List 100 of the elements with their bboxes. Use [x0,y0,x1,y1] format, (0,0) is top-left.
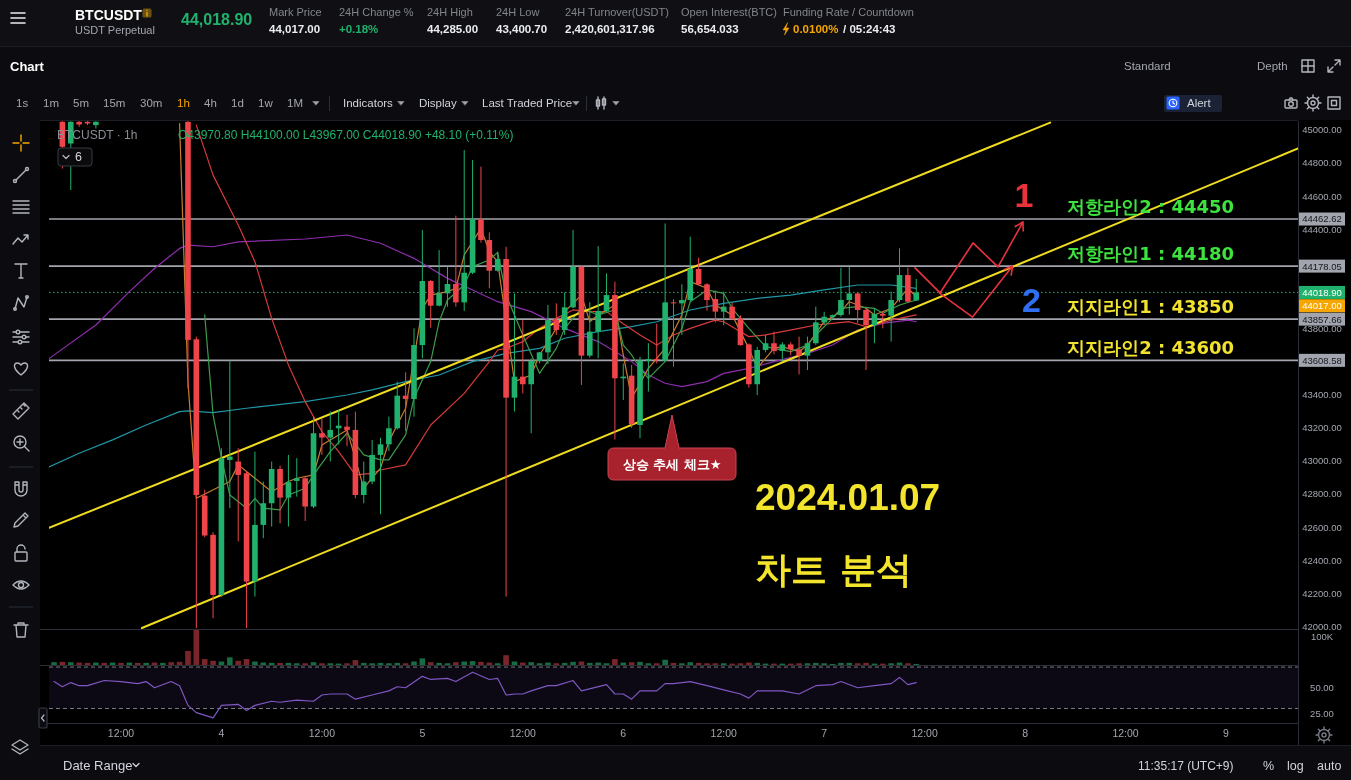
text: 0.0100% [793,23,839,35]
bar [612,659,618,665]
candlestick [854,291,861,324]
text: 1h [177,97,190,109]
bar [411,661,417,665]
bar [863,662,869,665]
candlestick [796,336,802,375]
text: USDT Perpetual [75,24,155,36]
text: 24H Low [496,6,540,18]
bar [160,662,166,665]
text: Depth [1257,60,1288,72]
text: 24H High [427,6,473,18]
bar [51,662,57,665]
y-tick-label: 25.00 [1310,707,1334,719]
bar [838,662,844,665]
candlestick [586,301,593,359]
bar [252,661,258,665]
x-tick-label: 12:00 [509,727,537,739]
text: 5m [73,97,89,109]
bar [570,661,576,665]
candlestick [293,457,300,498]
annotation: 2 [1022,281,1041,320]
bar [469,661,476,665]
text: Display [419,97,457,109]
y-tick-label: 44400.00 [1302,223,1342,235]
ref-line-label: 44462.62 [1302,213,1342,225]
y-tick-label: 42000.00 [1302,620,1342,632]
candlestick [804,336,811,371]
bar [243,659,250,665]
candlestick [478,166,484,244]
candlestick [771,331,777,355]
y-tick-label: 44600.00 [1302,190,1342,202]
text: Alert [1187,97,1212,109]
candlestick [712,290,719,323]
text: % [1263,759,1275,773]
text: BTCUSDT [75,7,143,23]
x-tick-label: 12:00 [308,727,336,739]
bar [503,655,509,665]
bar [168,662,175,665]
bar [813,662,819,665]
text: Mark Price [269,6,322,18]
text: +0.18% [339,23,379,35]
y-tick-label: 42200.00 [1302,587,1342,599]
candlestick [93,121,99,129]
ref-line-label: 43608.58 [1302,354,1342,366]
y-tick-label: 42400.00 [1302,554,1342,566]
bar [67,662,74,665]
line-series [49,234,917,388]
candlestick [779,341,786,362]
bar [528,662,534,665]
text: 44,285.00 [427,23,479,35]
bar [662,659,668,665]
text: 44,018.90 [181,11,253,28]
x-tick-label: 12:00 [710,727,738,739]
x-tick-label: 5 [419,727,426,739]
bar [419,658,426,665]
text: 44017.00 [1302,300,1342,312]
candlestick [386,416,392,452]
text: 1w [258,97,274,109]
ref-line-label: 43857.66 [1302,313,1342,325]
x-tick-label: 9 [1223,727,1230,739]
candlestick [285,454,292,528]
bar [227,657,233,665]
text: 1M [287,97,303,109]
text: 1d [231,97,244,109]
bar [637,661,643,665]
x-tick-label: 8 [1022,727,1029,739]
bar [201,659,208,665]
bar [628,662,635,665]
text: 56,654.033 [681,23,739,35]
candlestick [653,323,660,364]
text: 30m [140,97,163,109]
bar [687,662,694,665]
candlestick [453,215,459,308]
text: 1s [16,97,29,109]
x-tick-label: 12:00 [107,727,135,739]
text: Standard [1124,60,1171,72]
candlestick [520,319,526,394]
x-tick-label: 12:00 [1112,727,1139,739]
annotation: 차트 분석 [755,549,912,590]
bar [352,660,359,665]
text: 4h [204,97,217,109]
text: Indicators [343,97,394,109]
y-tick-label: 43400.00 [1302,389,1342,401]
x-tick-label: 6 [620,727,627,739]
bar [436,662,442,665]
ref-line-label: 44018.90 [1302,286,1342,298]
x-tick-label: 7 [821,727,828,739]
annotation: 1 [1014,175,1034,214]
candlestick [494,251,501,273]
bar [461,661,468,665]
candlestick [360,461,367,504]
ref-line-label: 44178.05 [1302,260,1342,272]
bar [427,662,434,665]
text: 100K [1310,631,1334,642]
bar [310,662,317,665]
bar [134,662,141,665]
y-tick-label: 45000.00 [1302,124,1342,136]
text: / 05:24:43 [843,23,896,35]
candlestick [319,418,325,456]
